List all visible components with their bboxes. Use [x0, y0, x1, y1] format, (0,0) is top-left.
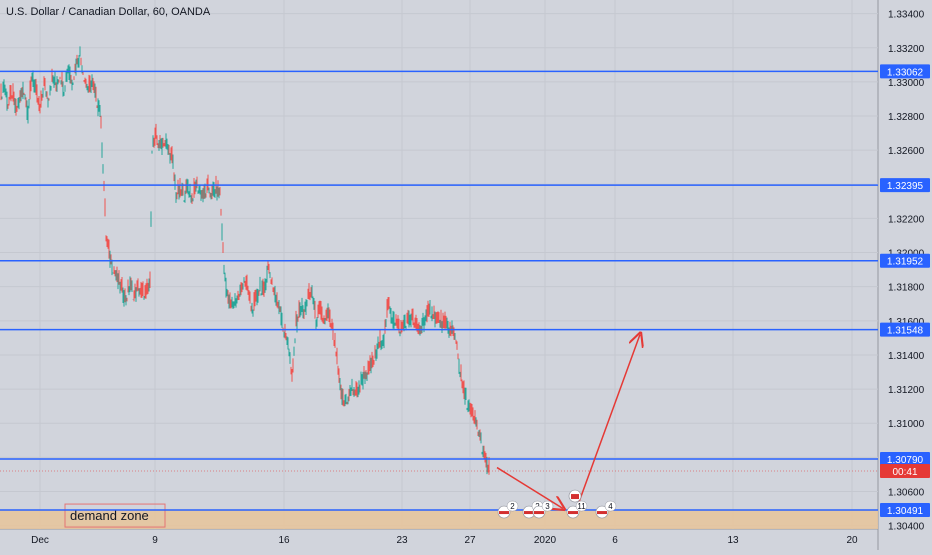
chart-title: U.S. Dollar / Canadian Dollar, 60, OANDA	[6, 6, 211, 18]
event-count-badge	[604, 500, 617, 512]
x-tick-label: Dec	[31, 535, 49, 546]
demand-zone-label: demand zone	[70, 508, 149, 523]
x-tick-label: 27	[464, 535, 476, 546]
price-level-tag	[880, 64, 930, 79]
event-count-label: 11	[577, 502, 586, 511]
event-flag-icon-stripe	[524, 511, 534, 515]
y-tick-label: 1.32800	[888, 112, 925, 123]
x-tick-label: 6	[612, 535, 618, 546]
event-flag-icon-stripe	[597, 511, 607, 515]
y-tick-label: 1.33400	[888, 10, 925, 21]
demand-zone	[0, 510, 878, 529]
event-count-badge	[575, 500, 588, 512]
current-price-label: 00:41	[892, 467, 917, 478]
demand-zone-box	[64, 503, 166, 528]
y-tick-label: 1.30600	[888, 487, 925, 498]
price-level-tag	[880, 322, 930, 337]
time-axis	[0, 529, 878, 550]
price-level-label: 1.31952	[887, 257, 924, 268]
y-tick-label: 1.33000	[888, 78, 925, 89]
y-tick-label: 1.33200	[888, 44, 925, 55]
event-flag-icon-stripe	[534, 511, 544, 515]
y-tick-label: 1.31800	[888, 283, 925, 294]
y-tick-label: 1.31400	[888, 351, 925, 362]
y-tick-label: 1.31000	[888, 419, 925, 430]
event-count-label: 4	[608, 502, 613, 511]
x-tick-label: 23	[396, 535, 408, 546]
x-tick-label: 20	[846, 535, 858, 546]
price-level-label: 1.30491	[887, 506, 924, 517]
y-tick-label: 1.31600	[888, 317, 925, 328]
price-level-tag	[880, 178, 930, 193]
price-level-tag	[880, 503, 930, 518]
price-level-label: 1.32395	[887, 181, 924, 192]
y-tick-label: 1.32600	[888, 146, 925, 157]
price-level-label: 1.31548	[887, 326, 924, 337]
x-tick-label: 2020	[534, 535, 557, 546]
price-level-label: 1.30790	[887, 455, 924, 466]
event-flag-icon-stripe	[499, 511, 509, 515]
y-tick-label: 1.30400	[888, 522, 925, 533]
event-flag-icon-stripe	[568, 511, 578, 515]
price-level-label: 1.33062	[887, 67, 924, 78]
event-count-label: 2	[510, 502, 515, 511]
trend-arrow	[496, 466, 563, 509]
price-level-tag	[880, 452, 930, 467]
x-tick-label: 16	[278, 535, 290, 546]
event-count-badge	[541, 500, 554, 512]
x-tick-label: 13	[727, 535, 739, 546]
canada-flag-leaf	[571, 494, 579, 500]
price-level-tag	[880, 253, 930, 268]
event-count-label: 3	[545, 502, 550, 511]
plot-area	[0, 0, 878, 529]
trend-arrow	[575, 334, 640, 511]
current-price-tag	[880, 463, 930, 478]
y-tick-label: 1.32200	[888, 214, 925, 225]
y-tick-label: 1.31200	[888, 385, 925, 396]
x-tick-label: 9	[152, 535, 158, 546]
event-count-badge	[506, 500, 519, 512]
